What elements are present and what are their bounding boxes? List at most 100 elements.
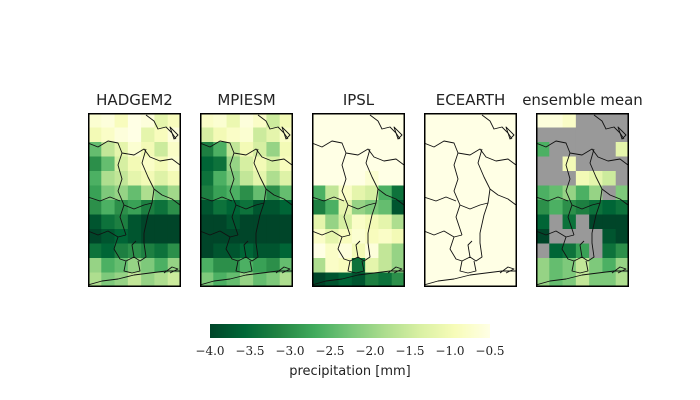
border-line [123, 202, 153, 210]
grid-cell [266, 214, 281, 230]
grid-cell [602, 258, 617, 273]
grid-cell [575, 200, 590, 215]
grid-cell [437, 142, 451, 157]
grid-cell [253, 185, 267, 201]
country-borders [424, 114, 517, 286]
grid-cell [266, 258, 281, 273]
grid-cell [101, 142, 115, 157]
grid-cell [351, 171, 366, 186]
grid-cell [575, 185, 590, 201]
grid-cell [503, 243, 517, 259]
border-line [117, 152, 127, 236]
panel-frame [424, 113, 517, 287]
grid-cell [437, 156, 451, 172]
grid-cell [463, 185, 478, 201]
grid-cell [101, 156, 115, 172]
grid-cell [239, 142, 254, 157]
grid-cell [226, 185, 241, 201]
grid-cell [463, 171, 478, 186]
grid-cell [437, 200, 451, 215]
grid-cell [615, 200, 629, 215]
grid-cell [141, 113, 155, 128]
grid-cell [391, 156, 405, 172]
border-line [579, 240, 585, 258]
grid-cell [351, 214, 366, 230]
grid-cell [266, 200, 281, 215]
grid-cell [463, 127, 478, 143]
grid-cell [602, 272, 617, 287]
border-line [88, 230, 127, 238]
grid-cell [279, 272, 293, 287]
grid-cell [437, 258, 451, 273]
grid-cell [575, 214, 590, 230]
border-line [163, 266, 179, 274]
grid-cell [490, 200, 505, 215]
grid-cell [312, 156, 326, 172]
colorbar-label: precipitation [mm] [289, 364, 411, 379]
grid-cell [391, 229, 405, 244]
grid-cell [154, 156, 169, 172]
grid-cell [279, 200, 293, 215]
heatmap-ensemble-mean [536, 113, 629, 287]
border-line [499, 266, 515, 274]
border-line [424, 196, 457, 202]
country-borders [88, 114, 181, 286]
grid-cell [88, 243, 102, 259]
grid-cell [101, 258, 115, 273]
grid-cell [88, 113, 102, 128]
grid-cell [114, 127, 129, 143]
grid-cell [589, 200, 603, 215]
grid-cell [477, 200, 491, 215]
heatmap-hadgem2 [88, 113, 181, 287]
grid-cell [279, 243, 293, 259]
grid-cell [338, 243, 353, 259]
grid-cell [463, 243, 478, 259]
border-line [265, 188, 293, 206]
country-borders [200, 114, 293, 286]
grid-cell [463, 142, 478, 157]
grid-cell [312, 229, 326, 244]
border-line [377, 188, 405, 206]
grid-cell [477, 127, 491, 143]
grid-cell [450, 113, 465, 128]
border-line [611, 266, 627, 274]
grid-cell [200, 171, 214, 186]
grid-cell [490, 185, 505, 201]
grid-cell [325, 113, 339, 128]
grid-cell [477, 156, 491, 172]
panel-frame [536, 113, 629, 287]
grid-cell [391, 272, 405, 287]
border-line [243, 240, 249, 258]
grid-cell [127, 185, 142, 201]
grid-cell [338, 258, 353, 273]
grid-cell [351, 156, 366, 172]
border-line [312, 230, 351, 238]
grid-cell [213, 185, 227, 201]
grid-cell [424, 113, 438, 128]
grid-cell [477, 229, 491, 244]
grid-cell [253, 171, 267, 186]
grid-cell [365, 113, 379, 128]
grid-cell [365, 127, 379, 143]
grid-cell [549, 142, 563, 157]
grid-cell [239, 229, 254, 244]
grid-cell [266, 243, 281, 259]
grid-cell [536, 127, 550, 143]
grid-cell [338, 272, 353, 287]
grid-cell [141, 214, 155, 230]
grid-cell [477, 272, 491, 287]
country-borders [536, 114, 629, 286]
grid-cell [477, 243, 491, 259]
grid-cell [378, 113, 393, 128]
grid-cell [127, 113, 142, 128]
grid-cell [226, 258, 241, 273]
grid-cell [490, 127, 505, 143]
grid-cell [154, 214, 169, 230]
grid-cell [266, 272, 281, 287]
grid-cell [239, 127, 254, 143]
grid-cell [463, 200, 478, 215]
grid-cell [312, 258, 326, 273]
grid-cell [226, 272, 241, 287]
grid-cell [602, 156, 617, 172]
grid-cell [167, 272, 181, 287]
